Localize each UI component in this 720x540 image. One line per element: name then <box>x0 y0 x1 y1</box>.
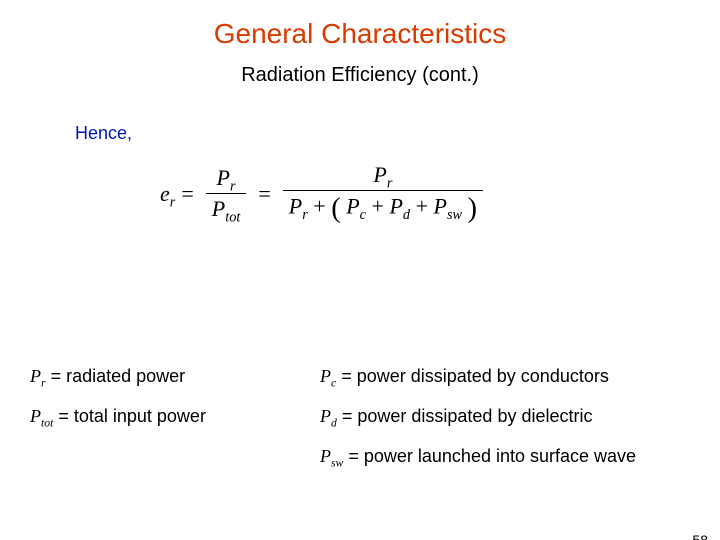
eq-frac2-den-t4-sub: sw <box>447 207 462 223</box>
def-pc-sym: Pc <box>320 366 336 386</box>
def-psw: Psw = power launched into surface wave <box>320 446 690 486</box>
definitions-block: Pr = radiated power Pc = power dissipate… <box>30 366 690 486</box>
eq-frac1-den-var: P <box>212 196 225 221</box>
def-pr-text: = radiated power <box>46 366 186 386</box>
eq-equals-1: = <box>181 181 193 207</box>
def-row-1: Pr = radiated power Pc = power dissipate… <box>30 366 690 406</box>
eq-frac1-num-var: P <box>217 165 230 190</box>
eq-open-paren: ( <box>331 193 341 224</box>
eq-plus-2: + <box>372 194 390 219</box>
eq-frac2-den-t4-var: P <box>433 194 446 219</box>
eq-frac2-den-t1-var: P <box>289 194 302 219</box>
eq-frac2-num: Pr <box>367 162 398 188</box>
title-text: General Characteristics <box>214 18 507 49</box>
eq-frac1-den-sub: tot <box>225 209 240 225</box>
page-number: 58 <box>692 532 708 540</box>
eq-lhs-var: e <box>160 181 170 206</box>
def-ptot-sym: Ptot <box>30 406 53 426</box>
eq-frac1: Pr Ptot <box>206 165 247 222</box>
eq-close-paren: ) <box>468 193 478 224</box>
def-pr: Pr = radiated power <box>30 366 320 406</box>
def-pd-text: = power dissipated by dielectric <box>337 406 593 426</box>
def-ptot: Ptot = total input power <box>30 406 320 446</box>
def-psw-text: = power launched into surface wave <box>343 446 636 466</box>
def-pc-text: = power dissipated by conductors <box>336 366 609 386</box>
def-pc: Pc = power dissipated by conductors <box>320 366 690 406</box>
eq-frac1-bar <box>206 193 247 194</box>
slide-title: General Characteristics <box>0 18 720 50</box>
eq-frac2: Pr Pr + ( Pc + Pd + Psw ) <box>283 162 483 225</box>
def-pd: Pd = power dissipated by dielectric <box>320 406 690 446</box>
eq-frac1-num-sub: r <box>230 178 236 194</box>
eq-frac2-den-t2-var: P <box>346 194 359 219</box>
def-pd-sym: Pd <box>320 406 337 426</box>
equation-block: er = Pr Ptot = Pr Pr + ( Pc + Pd <box>160 162 560 225</box>
eq-lhs-sub: r <box>170 194 176 210</box>
def-row-2: Ptot = total input power Pd = power diss… <box>30 406 690 446</box>
eq-plus-1: + <box>313 194 331 219</box>
def-ptot-text: = total input power <box>53 406 206 426</box>
efficiency-equation: er = Pr Ptot = Pr Pr + ( Pc + Pd <box>160 162 560 225</box>
def-psw-sym: Psw <box>320 446 343 466</box>
eq-frac2-den-t3-var: P <box>389 194 402 219</box>
eq-frac2-den-t3-sub: d <box>403 207 410 223</box>
eq-equals-2: = <box>258 181 270 207</box>
eq-frac2-num-sub: r <box>387 175 393 191</box>
hence-label: Hence, <box>75 123 720 144</box>
def-pr-sym: Pr <box>30 366 46 386</box>
eq-frac2-bar <box>283 190 483 191</box>
eq-frac1-den: Ptot <box>206 196 247 222</box>
eq-frac2-den: Pr + ( Pc + Pd + Psw ) <box>283 193 483 225</box>
def-row-3: Psw = power launched into surface wave <box>30 446 690 486</box>
slide-subtitle: Radiation Efficiency (cont.) <box>0 64 720 87</box>
eq-frac1-num: Pr <box>211 165 242 191</box>
eq-plus-3: + <box>416 194 434 219</box>
eq-frac2-den-t1-sub: r <box>302 207 308 223</box>
def-empty <box>30 446 320 486</box>
eq-frac2-den-t2-sub: c <box>360 207 366 223</box>
eq-frac2-num-var: P <box>373 162 386 187</box>
eq-lhs: er <box>160 181 175 207</box>
